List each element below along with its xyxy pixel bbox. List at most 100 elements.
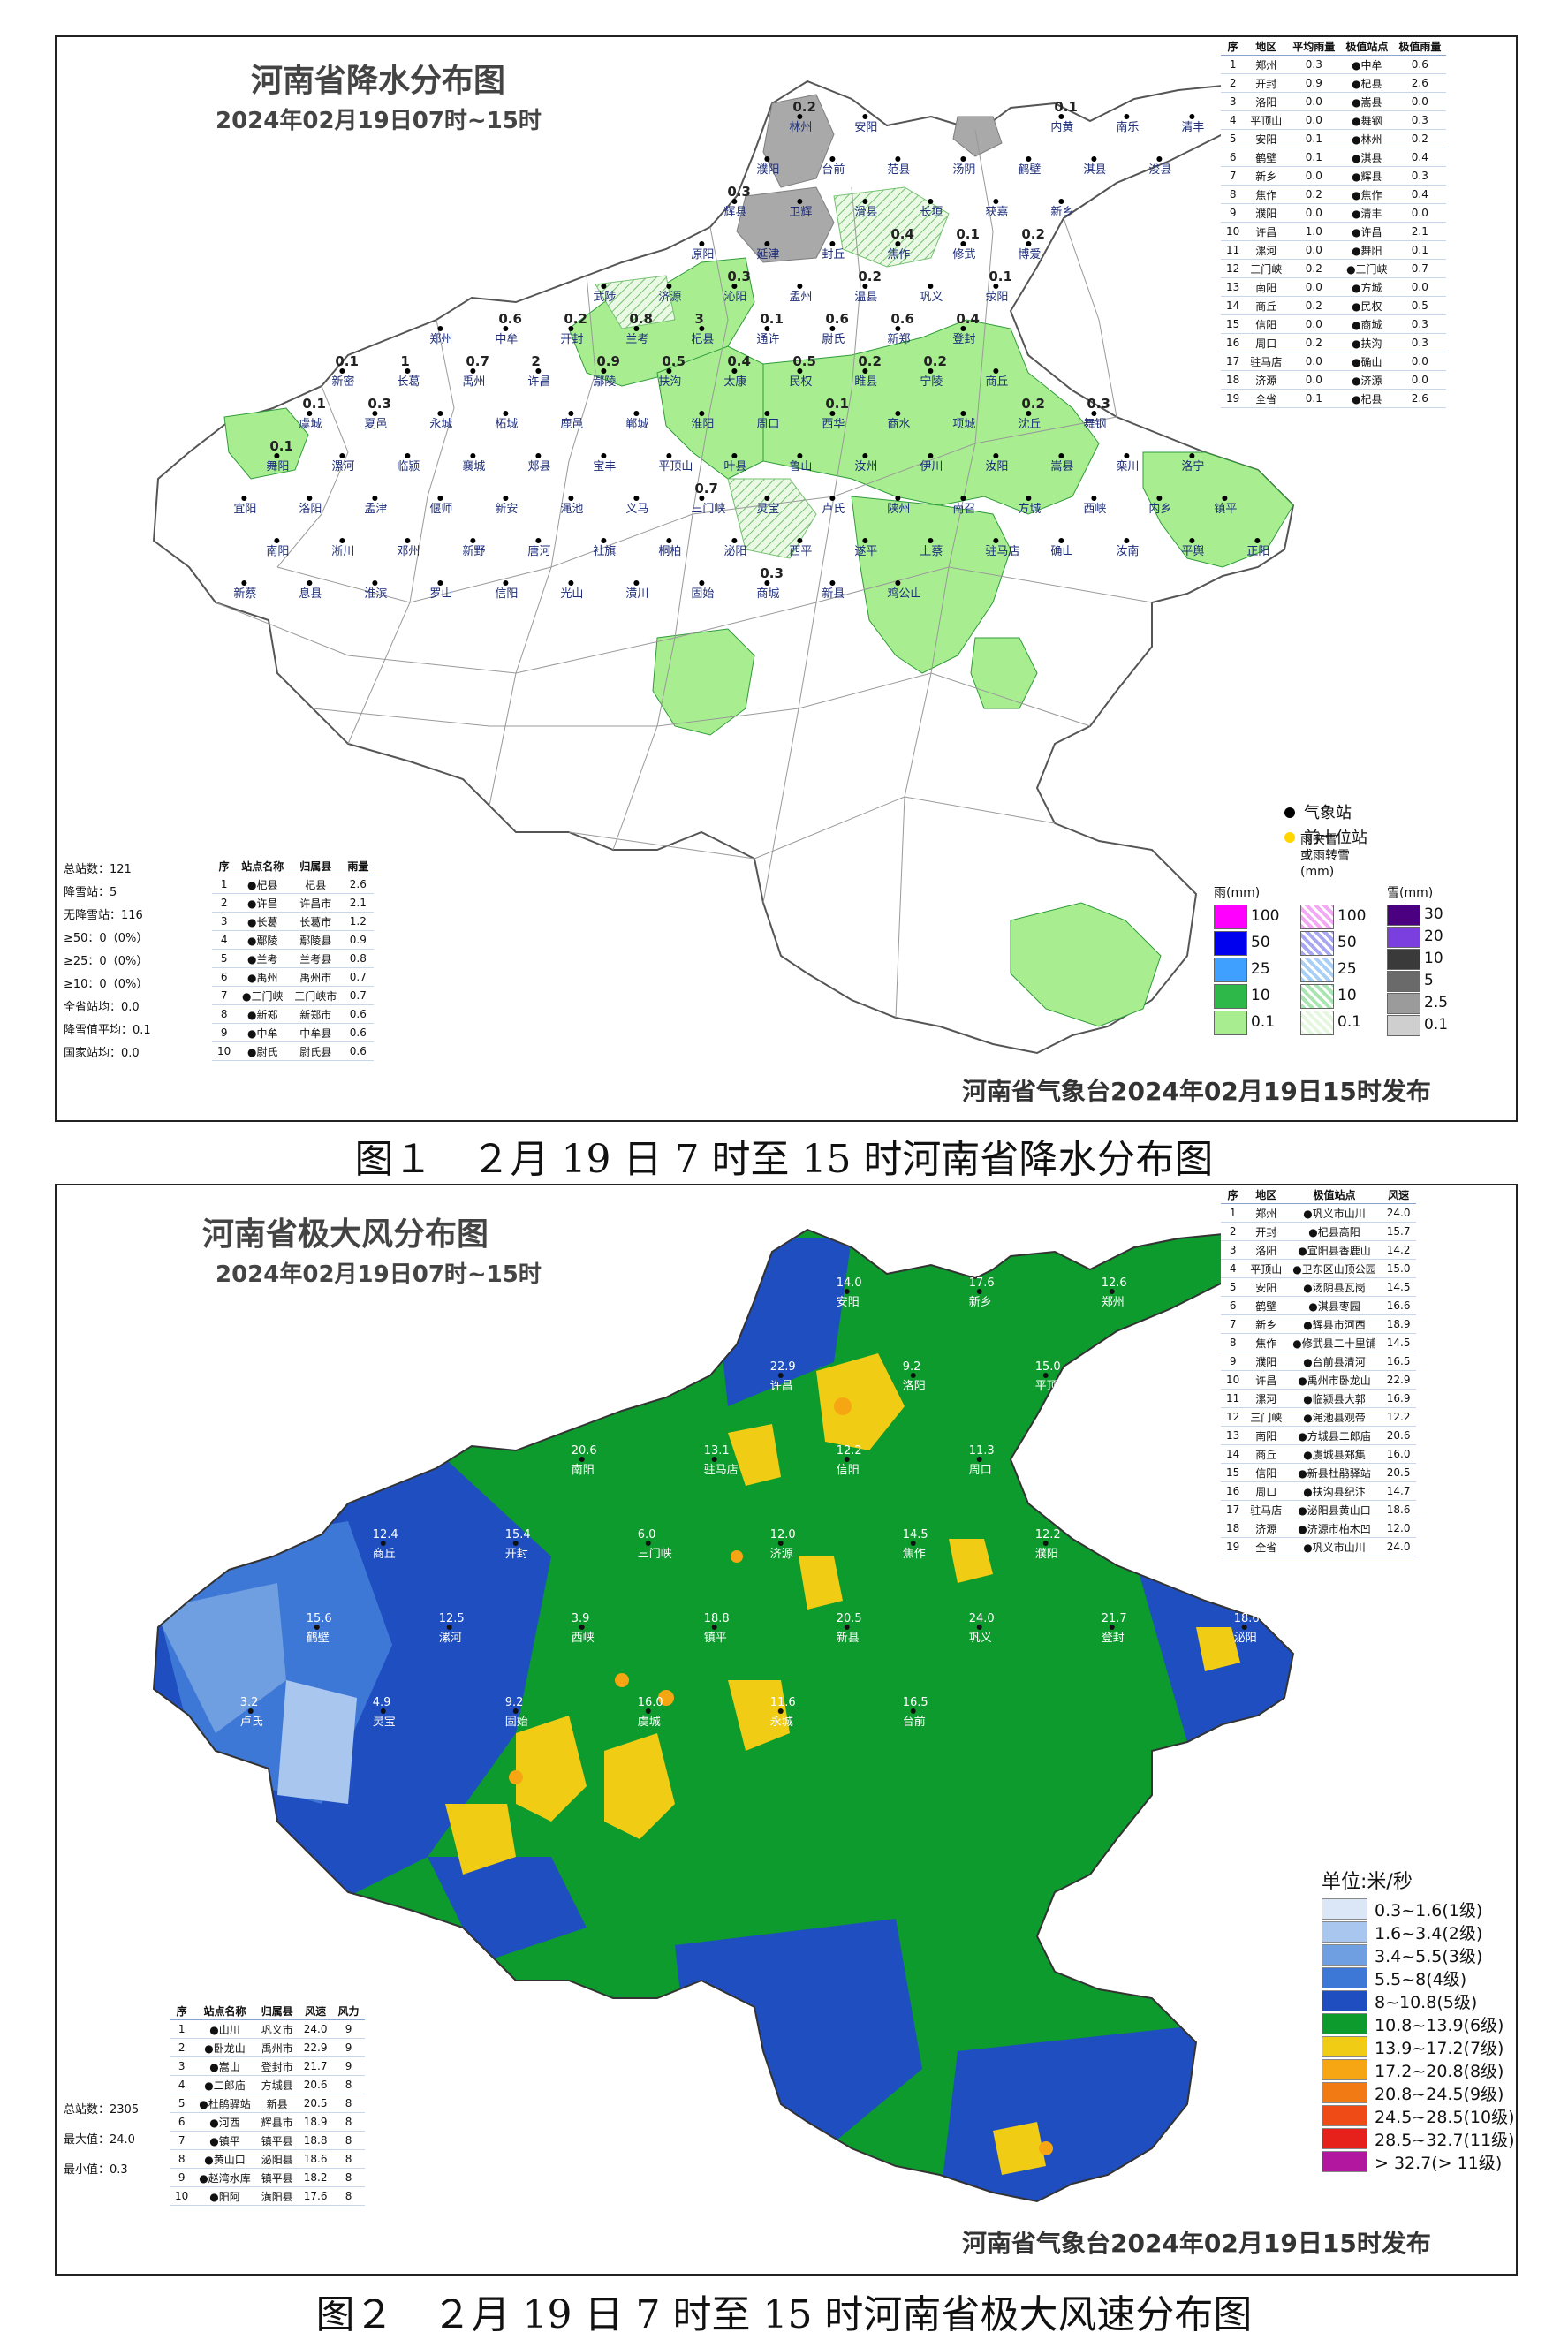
station-dot <box>797 199 803 204</box>
station-dot <box>976 1625 982 1630</box>
wind-value-labels: 14.0 安阳 17.6 新乡 12.6 郑州 22.9 许昌 9.2 洛阳 15.0 平顶山 20.6… <box>240 1276 1260 1729</box>
station-dot <box>1026 241 1032 246</box>
table-cell: ●巩义市山川 <box>1287 1203 1382 1223</box>
table-cell: ●方城 <box>1340 277 1394 297</box>
wind-speed-value: 24.0 <box>969 1612 995 1625</box>
table-cell: ●尉氏 <box>236 1041 290 1061</box>
table-row: 6 ●禹州 禹州市 0.7 <box>212 967 375 987</box>
table-cell: 14.2 <box>1381 1240 1416 1260</box>
wind-legend-item: 3.4~5.5(3级) <box>1322 1943 1482 1966</box>
table-row: 19 全省 ●巩义市山川 24.0 <box>1221 1537 1416 1556</box>
station-dot <box>1058 199 1064 204</box>
gust-8-patches <box>509 1397 1053 2155</box>
table-cell: 18 <box>1221 1519 1246 1538</box>
table-cell: 安阳 <box>1245 129 1288 148</box>
station-dot <box>731 284 738 289</box>
table-cell: 10 <box>212 1041 237 1061</box>
station-name: 义马 <box>625 503 648 516</box>
wind-legend-swatch <box>1322 2151 1367 2172</box>
table-row: 4 平顶山 0.0 ●舞钢 0.3 <box>1221 110 1447 130</box>
sleet-legend-title: 雨夹雪 或雨转雪 (mm) <box>1300 833 1350 879</box>
station-rain-value: 0.7 <box>694 481 718 496</box>
table-row: 5 安阳 0.1 ●林州 0.2 <box>1221 129 1447 148</box>
table-cell: 0.0 <box>1287 240 1341 260</box>
table-cell: 2.6 <box>1393 389 1447 408</box>
table-row: 6 鹤壁 0.1 ●淇县 0.4 <box>1221 148 1447 167</box>
station-name: 鄢陵 <box>593 375 616 389</box>
station-dot <box>1058 453 1064 458</box>
table-cell: ●渑池县观帝 <box>1287 1407 1382 1427</box>
station-name: 安阳 <box>837 1296 860 1309</box>
table-cell: 漯河 <box>1245 1389 1288 1408</box>
table-cell: 0.0 <box>1287 166 1341 186</box>
station-rain-value: 0.5 <box>792 353 816 369</box>
table-cell: 0.4 <box>1393 148 1447 167</box>
stat-line: 总站数：2305 <box>64 2103 140 2117</box>
station-name: 开封 <box>560 333 583 346</box>
table-cell: 全省 <box>1245 389 1288 408</box>
station-rain-value: 0.2 <box>858 269 882 284</box>
station-name: 泌阳 <box>1234 1632 1257 1645</box>
table-cell: 0.0 <box>1393 277 1447 297</box>
table-cell: ●宜阳县香鹿山 <box>1287 1240 1382 1260</box>
table-cell: 洛阳 <box>1245 92 1288 111</box>
station-dot <box>568 411 574 416</box>
station-name: 偃师 <box>429 503 452 516</box>
station-name: 焦作 <box>903 1548 926 1561</box>
station-name: 漯河 <box>439 1632 462 1645</box>
station-dot <box>633 496 640 501</box>
station-dot <box>764 241 770 246</box>
station-name: 开封 <box>505 1548 528 1561</box>
table-cell: 0.3 <box>1393 333 1447 352</box>
region-table-header: 极值雨量 <box>1393 37 1447 56</box>
table-cell: 24.0 <box>1381 1537 1416 1556</box>
table-cell: 9 <box>332 2038 365 2057</box>
snow-level-label: 5 <box>1424 972 1434 989</box>
table-cell: 0.0 <box>1287 92 1341 111</box>
station-rain-value: 0.3 <box>727 269 751 284</box>
station-rain-value: 0.3 <box>1087 396 1110 412</box>
table-cell: 新乡 <box>1245 1314 1288 1334</box>
table-cell: 18.6 <box>1381 1500 1416 1519</box>
table-cell: 信阳 <box>1245 1463 1288 1482</box>
table-cell: 18.6 <box>298 2149 333 2169</box>
table-cell: 安阳 <box>1245 1277 1288 1297</box>
station-name: 西峡 <box>572 1632 595 1645</box>
region-stats-table: 序地区 极值站点 风速 1 郑州 ●巩义市山川 24.0 2 开封 ●杞县高阳 15.7 3 洛阳 ●宜阳… <box>1221 1185 1416 1556</box>
station-name: 西华 <box>822 418 845 431</box>
table-cell: 1 <box>170 2019 194 2039</box>
station-dot <box>1189 114 1195 119</box>
table-cell: 济源 <box>1245 370 1288 390</box>
table-cell: 8 <box>212 1004 237 1024</box>
station-dot <box>829 326 836 331</box>
table-cell: 2.1 <box>1393 222 1447 241</box>
station-rain-value: 0.2 <box>792 99 816 115</box>
table-cell: 0.0 <box>1287 370 1341 390</box>
station-name: 新乡 <box>1050 205 1073 219</box>
station-dot <box>699 580 705 586</box>
station-dot <box>862 453 868 458</box>
table-cell: 14.5 <box>1381 1277 1416 1297</box>
station-name: 新密 <box>331 375 354 389</box>
station-dot <box>910 1708 916 1714</box>
wind-speed-value: 12.4 <box>373 1528 398 1541</box>
table-row: 2 ●卧龙山 禹州市 22.9 9 <box>170 2038 365 2057</box>
station-dot <box>405 538 411 543</box>
rain-swatch <box>1214 1011 1247 1035</box>
snow-level-label: 20 <box>1424 928 1443 945</box>
province-outline <box>152 80 1295 1055</box>
table-row: 12 三门峡 0.2 ●三门峡 0.7 <box>1221 259 1447 278</box>
table-cell: 0.7 <box>1393 259 1447 278</box>
table-cell: ●许昌 <box>1340 222 1394 241</box>
station-dot <box>699 411 705 416</box>
station-dot <box>1091 411 1097 416</box>
station-dot <box>829 496 836 501</box>
sleet-swatch <box>1300 931 1334 956</box>
wind-legend-item: 17.2~20.8(8级) <box>1322 2058 1504 2081</box>
station-name: 禹州 <box>462 375 485 389</box>
table-cell: ●林州 <box>1340 129 1394 148</box>
station-rain-value: 0.1 <box>989 269 1012 284</box>
station-dot <box>1091 496 1097 501</box>
station-dot <box>601 284 607 289</box>
table-cell: 3 <box>170 2056 194 2076</box>
